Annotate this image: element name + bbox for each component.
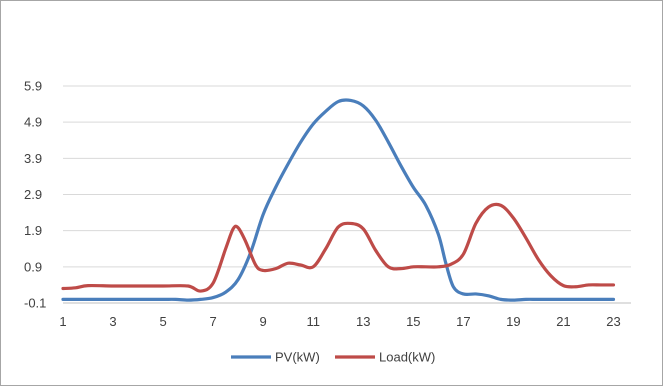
x-tick-label: 23 [606,314,620,329]
y-axis-tick-labels: -0.1 0.9 1.9 2.9 3.9 4.9 5.9 [24,79,46,311]
x-tick-label: 11 [306,314,320,329]
x-tick-label: 7 [210,314,217,329]
x-tick-label: 1 [59,314,66,329]
series-line-load [61,202,616,293]
x-tick-label: 9 [260,314,267,329]
y-tick-label: -0.1 [24,296,46,311]
x-tick-label: 15 [406,314,420,329]
x-tick-label: 5 [159,314,166,329]
series-layer [61,98,616,302]
x-tick-label: 19 [506,314,520,329]
y-tick-label: 3.9 [24,151,42,166]
gridlines [63,85,631,304]
x-tick-label: 13 [356,314,370,329]
x-tick-label: 21 [556,314,570,329]
y-tick-label: 5.9 [24,79,42,94]
x-axis-tick-labels: 1 3 5 7 9 11 13 15 17 19 21 23 [59,314,620,329]
y-tick-label: 4.9 [24,115,42,130]
x-tick-label: 17 [456,314,470,329]
y-tick-label: 2.9 [24,187,42,202]
x-tick-label: 3 [109,314,116,329]
legend-label: PV(kW) [275,350,320,365]
y-tick-label: 0.9 [24,259,42,274]
y-tick-label: 1.9 [24,223,42,238]
series-line-pv [61,98,616,302]
legend: PV(kW) Load(kW) [231,350,435,365]
legend-label: Load(kW) [379,350,435,365]
